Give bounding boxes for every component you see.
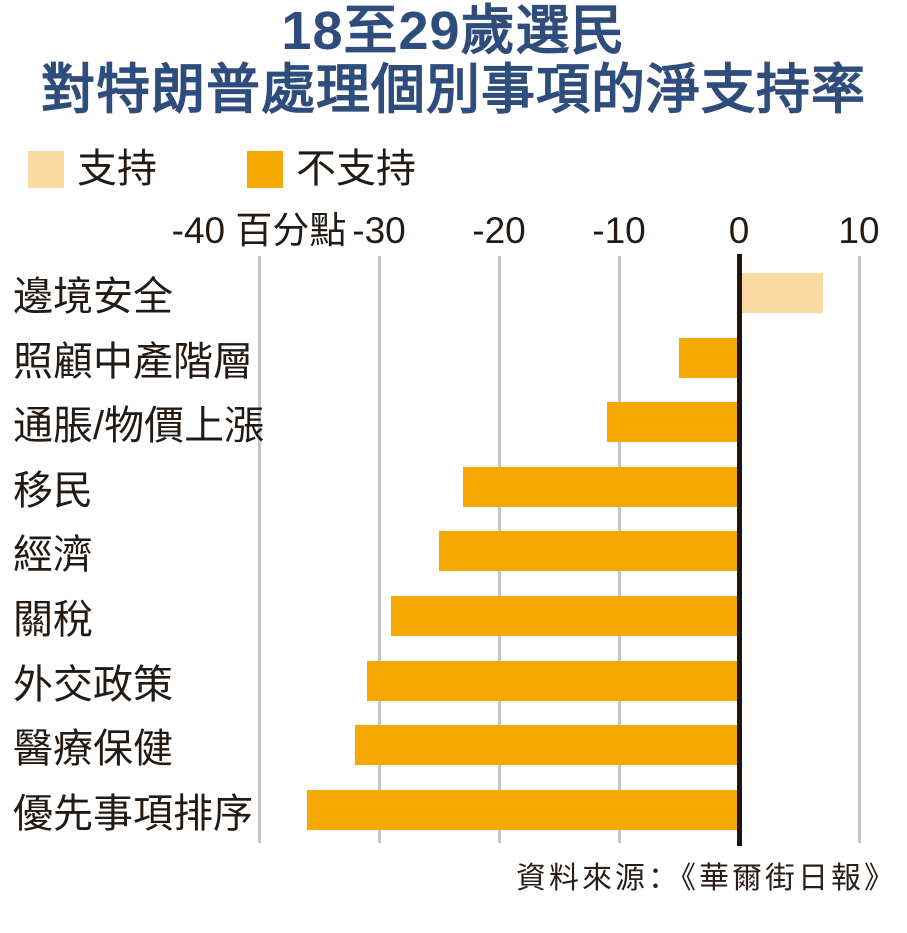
bar-disapprove [463,466,739,507]
bar-disapprove [367,660,739,701]
legend-item: 不支持 [247,149,416,189]
chart-title: 18至29歲選民 對特朗普處理個別事項的淨支持率 [0,2,907,120]
bar-disapprove [355,725,739,766]
category-label: 醫療保健 [13,727,173,772]
gridline [257,256,261,843]
bar-disapprove [307,789,739,830]
axis-tick-label: -10 [592,210,646,251]
category-label: 通脹/物價上漲 [13,404,265,449]
chart-title-line1: 18至29歲選民 [281,1,626,61]
category-label: 優先事項排序 [13,791,253,836]
axis-tick-label: -20 [472,210,526,251]
category-label: 外交政策 [13,662,173,707]
zero-axis-line [736,254,742,846]
bar-disapprove [607,402,739,443]
bar-disapprove [679,337,739,378]
legend-swatch-icon [247,150,283,188]
legend-item: 支持 [28,149,157,189]
chart-title-line2: 對特朗普處理個別事項的淨支持率 [41,60,866,120]
category-label: 照顧中產階層 [13,339,253,384]
category-label: 移民 [13,468,93,513]
category-label: 經濟 [13,533,93,578]
legend-swatch-icon [28,150,64,188]
legend-label: 不支持 [296,147,416,191]
legend-label: 支持 [77,147,157,191]
legend: 支持 不支持 [0,149,907,189]
bar-approve [739,273,823,313]
bar-disapprove [439,531,739,572]
axis-tick-label: 0 [728,210,750,251]
bar-disapprove [391,596,739,636]
axis-tick-label: -30 [352,210,406,251]
gridline [857,256,861,843]
axis-tick-label: 10 [838,210,880,251]
category-label: 關稅 [13,598,93,642]
category-label: 邊境安全 [13,275,173,319]
source-credit: 資料來源：《華爾街日報》 [516,862,897,895]
gridline [377,256,381,843]
axis-tick-label: -40 百分點 [171,210,347,251]
